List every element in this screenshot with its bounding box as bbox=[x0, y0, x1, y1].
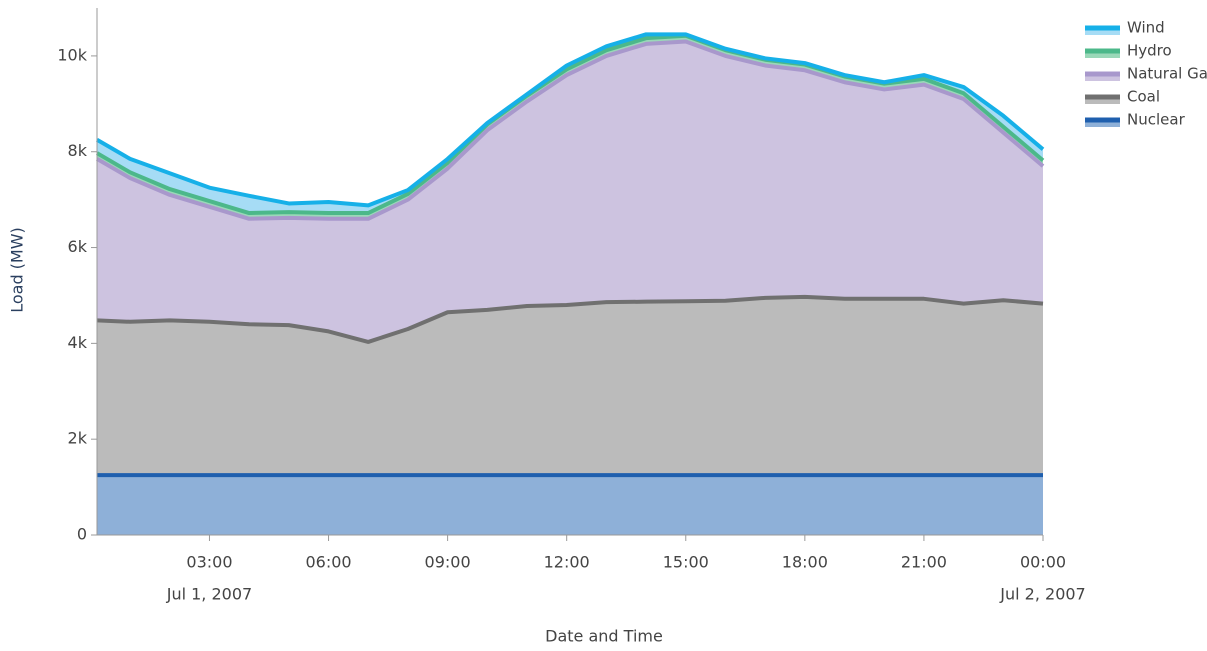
legend-swatch-fill bbox=[1085, 97, 1120, 104]
x-axis-label: Date and Time bbox=[545, 627, 663, 646]
x-tick-sublabel: Jul 2, 2007 bbox=[999, 585, 1085, 604]
legend-swatch-fill bbox=[1085, 120, 1120, 127]
legend-label: Wind bbox=[1127, 19, 1165, 37]
area-line bbox=[95, 39, 1045, 221]
area-fill bbox=[97, 475, 1043, 535]
legend-label: Nuclear bbox=[1127, 111, 1186, 129]
x-tick-label: 03:00 bbox=[186, 553, 232, 572]
area-fill bbox=[97, 41, 1043, 342]
y-tick-label: 6k bbox=[68, 237, 88, 256]
x-tick-sublabel: Jul 1, 2007 bbox=[166, 585, 252, 604]
x-tick-label: 09:00 bbox=[425, 553, 471, 572]
x-tick-label: 15:00 bbox=[663, 553, 709, 572]
legend-swatch-fill bbox=[1085, 74, 1120, 81]
area-line bbox=[96, 294, 1044, 344]
y-tick-label: 0 bbox=[77, 525, 87, 544]
legend-label: Hydro bbox=[1127, 42, 1172, 60]
x-tick-label: 18:00 bbox=[782, 553, 828, 572]
x-tick-label: 00:00 bbox=[1020, 553, 1066, 572]
y-tick-label: 2k bbox=[68, 429, 88, 448]
x-tick-label: 12:00 bbox=[544, 553, 590, 572]
legend-label: Natural Gas bbox=[1127, 65, 1207, 83]
area-line bbox=[95, 32, 1045, 208]
y-tick-label: 4k bbox=[68, 333, 88, 352]
y-tick-label: 8k bbox=[68, 141, 88, 160]
legend-swatch-fill bbox=[1085, 28, 1120, 35]
x-tick-label: 21:00 bbox=[901, 553, 947, 572]
legend-label: Coal bbox=[1127, 88, 1160, 106]
area-fill bbox=[97, 296, 1043, 476]
y-axis-label: Load (MW) bbox=[8, 227, 27, 313]
x-tick-label: 06:00 bbox=[305, 553, 351, 572]
legend-swatch-fill bbox=[1085, 51, 1120, 58]
y-tick-label: 10k bbox=[57, 45, 87, 64]
